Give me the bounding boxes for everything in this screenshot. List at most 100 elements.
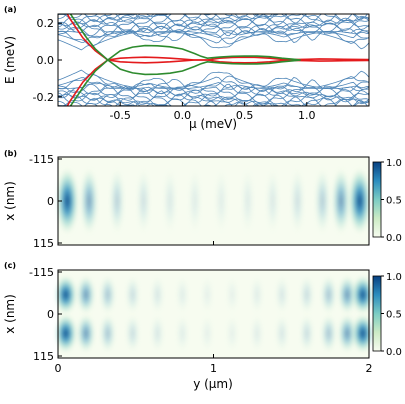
bulk-band-lower	[63, 83, 369, 106]
heatmap-blob-upper	[54, 275, 77, 315]
heatmap-blob-lower	[76, 314, 95, 353]
heatmap-blob-upper	[320, 275, 337, 315]
colorbar-tick-label: 1.0	[386, 158, 402, 169]
panel-a-xticks: -0.5 0.0 0.5 1.0	[109, 102, 316, 122]
heatmap-blob	[241, 167, 255, 235]
ytick-label: 0.0	[37, 54, 55, 67]
panel-a-background	[58, 14, 369, 106]
xtick-label: -0.5	[109, 109, 130, 122]
panel-b-yticks: -115 0 115	[29, 153, 62, 250]
heatmap-blob	[348, 167, 371, 235]
colorbar-tick-label: 0.0	[386, 233, 402, 244]
panel-b-xticks	[57, 241, 370, 245]
heatmap-blob	[314, 167, 330, 235]
heatmap-blob-lower	[351, 314, 374, 353]
heatmap-blob	[188, 167, 202, 235]
bulk-band-lower	[58, 71, 369, 95]
xtick-label: 0.5	[236, 109, 254, 122]
heatmap-blob-lower	[100, 314, 116, 353]
bulk-band-lower	[58, 92, 323, 106]
panel-a: (a) -0.5 0.0 0.5 1.0 0.2 0.0 -0.2 μ (meV) E (…	[3, 0, 370, 158]
bulk-band-upper	[58, 25, 369, 49]
xtick-label: 0	[55, 362, 62, 375]
ytick-label: 115	[33, 237, 54, 250]
heatmap-blob-lower	[125, 314, 140, 353]
ytick-label: -115	[29, 153, 54, 166]
bulk-band-lower	[58, 77, 369, 101]
panel-c-xticks: 0 1 2	[55, 354, 373, 375]
heatmap-blob-upper	[338, 275, 357, 315]
panel-a-yticks: 0.2 0.0 -0.2	[33, 17, 62, 104]
heatmap-blob	[214, 167, 228, 235]
panel-a-label: (a)	[4, 5, 17, 14]
bulk-band-upper	[58, 0, 369, 10]
bulk-band-upper	[83, 14, 369, 35]
bulk-band-lower	[58, 133, 369, 156]
heatmap-blob	[265, 167, 280, 235]
bulk-band-lower	[84, 97, 353, 106]
xtick-label: 1.0	[298, 109, 316, 122]
ytick-label: 0	[47, 195, 54, 208]
bulk-band-lower	[103, 99, 369, 106]
panel-b-ylabel: x (nm)	[3, 181, 17, 221]
panel-b-colorbar-ticks: 1.0 0.5 0.0	[381, 158, 402, 244]
panel-b-colorbar	[372, 161, 382, 238]
heatmap-blob-lower	[200, 314, 214, 353]
ytick-label: 0.2	[37, 17, 55, 30]
series-line-red	[66, 14, 369, 62]
heatmap-blob-upper	[125, 275, 140, 315]
xtick-label: 0.0	[174, 109, 192, 122]
bulk-band-upper	[58, 27, 369, 51]
heatmap-blob-lower	[54, 314, 77, 353]
colorbar-tick-label: 0.5	[386, 310, 402, 321]
heatmap-blob-upper	[225, 275, 239, 315]
colorbar-tick-label: 0.0	[386, 347, 402, 358]
bulk-band-lower	[58, 79, 369, 105]
heatmap-blob	[332, 167, 351, 235]
bulk-band-upper	[84, 14, 353, 23]
heatmap-blob-lower	[299, 314, 314, 353]
bulk-band-upper	[293, 14, 295, 15]
panel-a-ylabel: E (meV)	[3, 36, 17, 84]
heatmap-blob-lower	[225, 314, 239, 353]
panel-c-colorbar	[372, 275, 382, 352]
heatmap-blob-upper	[175, 275, 189, 315]
bulk-band-upper	[58, 0, 369, 5]
ytick-label: -0.2	[33, 91, 54, 104]
bulk-band-lower	[58, 134, 369, 158]
bulk-band-upper	[103, 14, 369, 21]
heatmap-blob-lower	[250, 314, 264, 353]
bulk-band-upper	[58, 21, 369, 39]
panel-a-bulk-bands	[58, 0, 369, 158]
heatmap-blob-lower	[338, 314, 357, 353]
bulk-band-lower	[58, 69, 369, 93]
heatmap-blob-upper	[299, 275, 314, 315]
colorbar-tick-label: 0.5	[386, 196, 402, 207]
heatmap-blob	[56, 167, 79, 235]
series-line-green	[69, 44, 301, 106]
bulk-band-upper	[58, 14, 338, 26]
xtick-label: 2	[366, 362, 373, 375]
panel-c-xlabel: y (μm)	[193, 377, 233, 391]
heatmap-blob-upper	[351, 275, 374, 315]
bulk-band-upper	[63, 14, 369, 37]
panel-b: (b) -115 0 115 x (nm) 1.0 0.5 0.0	[3, 149, 402, 250]
heatmap-blob	[163, 167, 177, 235]
bulk-band-lower	[58, 81, 369, 99]
heatmap-blob-lower	[150, 314, 165, 353]
heatmap-blob	[290, 167, 305, 235]
bulk-band-upper	[58, 15, 369, 41]
heatmap-blob-upper	[275, 275, 289, 315]
bulk-band-upper	[58, 19, 369, 43]
panel-c-ylabel: x (nm)	[3, 294, 17, 334]
bulk-band-upper	[58, 0, 369, 3]
bulk-band-upper	[58, 0, 369, 12]
panel-c-heatmap	[54, 275, 374, 353]
heatmap-blob-lower	[320, 314, 337, 353]
heatmap-blob	[109, 167, 125, 235]
heatmap-blob-upper	[100, 275, 116, 315]
bulk-band-lower	[58, 94, 338, 106]
heatmap-blob-lower	[175, 314, 189, 353]
